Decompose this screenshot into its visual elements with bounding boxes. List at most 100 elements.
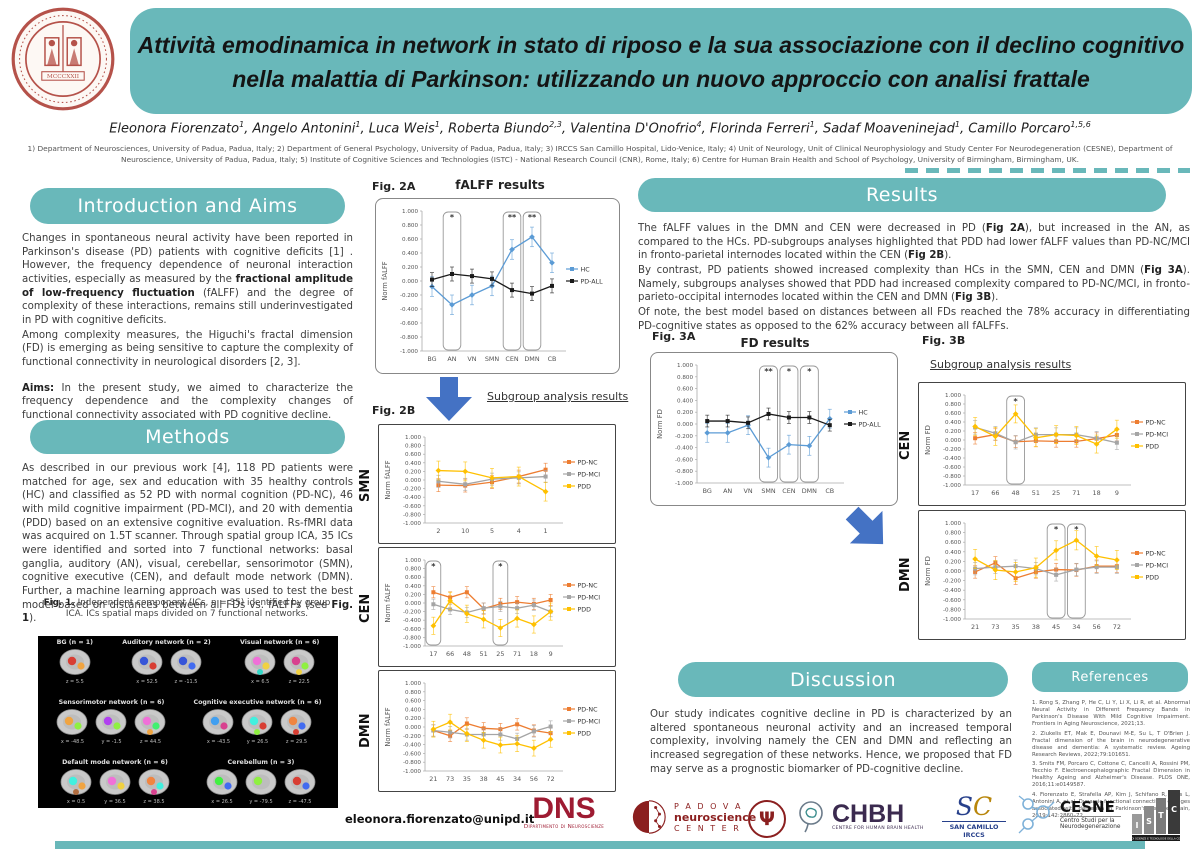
sancamillo-caption: SAN CAMILLO IRCCS: [949, 823, 999, 839]
svg-text:-1.000: -1.000: [943, 483, 961, 489]
fig1-slice-coordinate: x = 26.5: [211, 799, 233, 805]
svg-text:PD-MCI: PD-MCI: [1146, 431, 1169, 438]
svg-text:PD-MCI: PD-MCI: [578, 471, 601, 478]
svg-text:0.000: 0.000: [945, 438, 961, 444]
brain-slice-image: [281, 709, 312, 735]
svg-text:66: 66: [991, 489, 999, 497]
svg-text:-0.800: -0.800: [403, 760, 421, 766]
fig1-network-label: Cognitive executive network (n = 6): [193, 699, 322, 706]
svg-text:DMN: DMN: [524, 355, 539, 363]
svg-text:SMN: SMN: [485, 355, 500, 363]
svg-text:56: 56: [530, 775, 538, 783]
svg-text:PD-NC: PD-NC: [578, 706, 599, 713]
svg-text:VN: VN: [467, 355, 476, 363]
svg-text:*: *: [1014, 397, 1019, 406]
contact-email[interactable]: eleonora.fiorenzato@unipd.it: [345, 812, 535, 826]
fd-results-chart: 1.000 0.800 0.600 0.400 0.200 0.000 -0.200 -0.4…: [656, 363, 881, 495]
teal-dashes-decoration: [905, 168, 1190, 173]
svg-text:*: *: [431, 562, 436, 571]
svg-text:C: C: [1171, 805, 1177, 814]
svg-text:25: 25: [496, 650, 504, 658]
svg-text:Norm fALFF: Norm fALFF: [384, 707, 392, 746]
svg-text:-0.200: -0.200: [403, 487, 421, 493]
brain-slice-image: [170, 649, 202, 675]
brain-slice-image: [135, 709, 166, 735]
brain-slice-image: [245, 769, 277, 795]
svg-text:PDD: PDD: [578, 730, 592, 737]
brain-slice-image: [284, 769, 316, 795]
fig1-slice-coordinate: x = -48.5: [60, 739, 85, 745]
svg-text:0.200: 0.200: [945, 429, 961, 435]
svg-text:48: 48: [463, 650, 471, 658]
svg-text:5: 5: [490, 527, 494, 535]
unipd-seal-icon: MCCCXXII: [11, 7, 115, 111]
fig1-network: Auditory network (n = 2) x = 52.5 z = -11.…: [122, 639, 210, 685]
svg-text:18: 18: [530, 650, 538, 658]
svg-text:CB: CB: [825, 487, 834, 495]
svg-text:1.000: 1.000: [677, 363, 693, 369]
svg-text:-0.200: -0.200: [403, 610, 421, 616]
svg-text:T: T: [1158, 811, 1164, 820]
fig2a-title: fALFF results: [455, 178, 545, 192]
svg-text:35: 35: [463, 775, 471, 783]
fig1-slice-coordinate: y = -79.5: [249, 799, 273, 805]
fig1-network: Visual network (n = 6) x = 6.5 z = 22.5: [240, 639, 319, 685]
svg-text:**: **: [508, 213, 517, 222]
fig3a-chart-box: 1.000 0.800 0.600 0.400 0.200 0.000 -0.200 -0.4…: [650, 352, 898, 506]
fig1-slice-coordinate: x = 6.5: [251, 679, 270, 685]
svg-text:S: S: [1146, 817, 1152, 826]
section-header-results: Results: [638, 178, 1166, 212]
svg-text:PDD: PDD: [578, 483, 592, 490]
svg-text:51: 51: [480, 650, 488, 658]
section-header-references: References: [1032, 662, 1188, 692]
svg-text:-0.600: -0.600: [403, 504, 421, 510]
reference-item: 4. Fiorenzato E, Strafella AP, Kim J, Sc…: [1032, 791, 1190, 819]
svg-text:-0.200: -0.200: [403, 734, 421, 740]
brain-slice-image: [242, 709, 273, 735]
svg-text:34: 34: [513, 775, 521, 783]
psychology-psi-logo: Ψ: [748, 800, 786, 838]
fig1-network: Cerebellum (n = 3) x = 26.5 y = -79.5 z = -…: [204, 759, 318, 805]
svg-text:9: 9: [1115, 489, 1119, 497]
methods-paragraph: As described in our previous work [4], 1…: [22, 463, 353, 625]
fig2b-subtitle: Subgroup analysis results: [487, 390, 629, 403]
reference-item: 1. Rong S, Zhang P, He C, Li Y, Li X, Li…: [1032, 700, 1190, 728]
svg-text:MCCCXXII: MCCCXXII: [47, 74, 79, 80]
cesne-text: CESNE: [1060, 798, 1115, 816]
svg-text:-0.400: -0.400: [403, 495, 421, 501]
psi-glyph: Ψ: [748, 800, 786, 838]
svg-text:0.800: 0.800: [405, 690, 421, 696]
svg-text:0.600: 0.600: [677, 387, 693, 393]
svg-text:0.400: 0.400: [405, 461, 421, 467]
fig1-slice-coordinate: z = 5.5: [65, 679, 84, 685]
svg-text:0.000: 0.000: [402, 279, 418, 285]
svg-text:*: *: [807, 367, 812, 376]
svg-text:-0.400: -0.400: [400, 307, 418, 313]
svg-text:-1.000: -1.000: [403, 644, 421, 650]
fig3b-row-label-cen: CEN: [898, 430, 913, 460]
svg-text:HC: HC: [581, 266, 591, 273]
svg-text:-0.400: -0.400: [675, 446, 693, 452]
brain-slice-image: [60, 769, 92, 795]
svg-text:*: *: [1054, 525, 1059, 534]
svg-text:9: 9: [549, 650, 553, 658]
svg-text:*: *: [450, 213, 455, 222]
svg-text:AN: AN: [447, 355, 456, 363]
fig1-network: Cognitive executive network (n = 6) x = -…: [193, 699, 321, 745]
svg-text:1.000: 1.000: [405, 558, 421, 564]
fig2b-dmn-chart: 1.000 0.800 0.600 0.400 0.200 0.000 -0.200 -0.4…: [384, 681, 600, 783]
svg-text:DMN: DMN: [802, 487, 817, 495]
fig1-brain-networks-panel: BG (n = 1) z = 5.5 Auditory network (n = 2…: [38, 636, 338, 808]
pnc-line3: C E N T E R: [674, 823, 741, 833]
fig2b-cen-chart: 1.000 0.800 0.600 0.400 0.200 0.000 -0.200 -0.4…: [384, 558, 600, 658]
svg-text:0.200: 0.200: [405, 716, 421, 722]
svg-text:**: **: [764, 367, 773, 376]
svg-text:PD-NC: PD-NC: [1146, 550, 1167, 557]
fig2b-row-label-smn: SMN: [358, 468, 373, 502]
fig3b-dmn-chart-box: 1.000 0.800 0.600 0.400 0.200 0.000 -0.200 -0.4…: [918, 510, 1186, 640]
svg-text:0.200: 0.200: [405, 592, 421, 598]
svg-text:71: 71: [1072, 489, 1080, 497]
svg-text:-0.800: -0.800: [400, 335, 418, 341]
svg-text:1.000: 1.000: [405, 435, 421, 441]
svg-text:Norm FD: Norm FD: [656, 409, 664, 439]
